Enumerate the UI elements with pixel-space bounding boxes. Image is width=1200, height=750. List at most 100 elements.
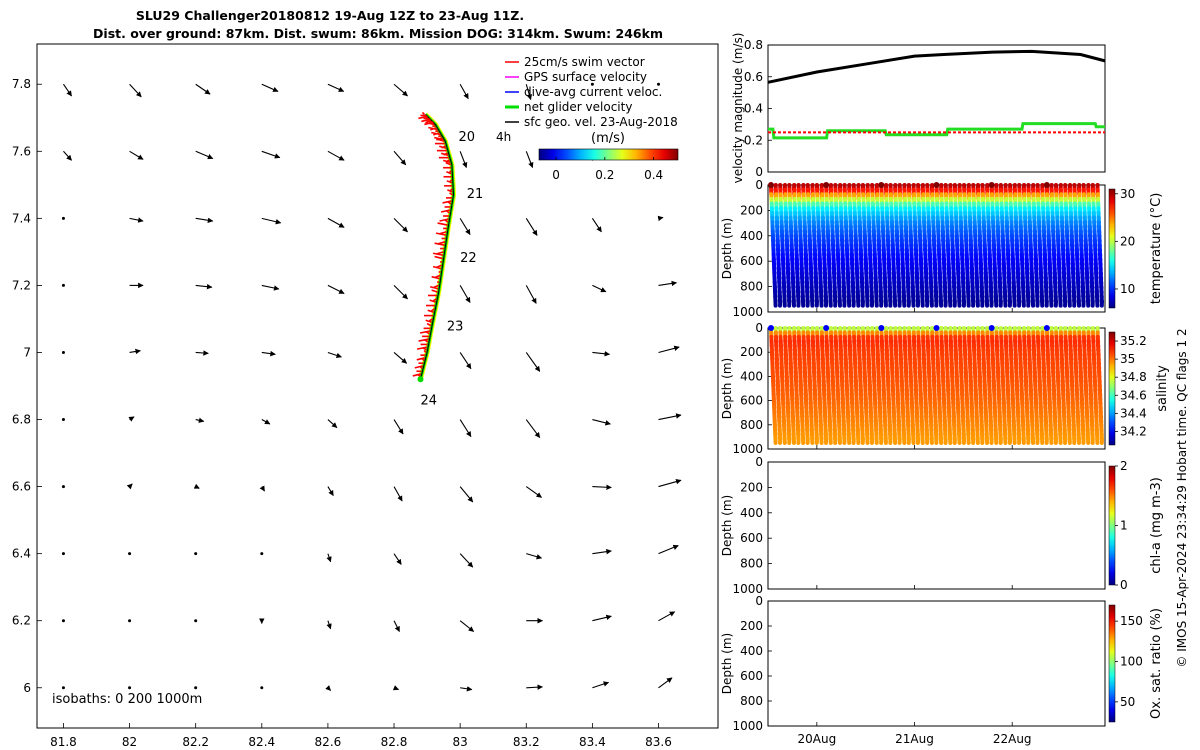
figure-title-line1: SLU29 Challenger20180812 19-Aug 12Z to 2…: [136, 8, 524, 23]
chla-y-tick-label: 0: [755, 455, 763, 469]
current-arrow: [658, 677, 673, 689]
swim-vector: [427, 309, 434, 313]
temperature-y-tick-label: 1000: [732, 305, 763, 319]
map-y-tick-label: 6: [23, 681, 31, 695]
current-arrow: [327, 351, 342, 359]
chla-panel: 0 200 400 600 800 1000 Depth (m) 0 1 2 chl-a (mg m…: [720, 455, 1164, 596]
map-x-tick-label: 82: [122, 735, 137, 749]
copyright-text: © IMOS 15-Apr-2024 23:34:29 Hobart time.…: [1175, 328, 1189, 667]
current-arrow: [327, 217, 345, 228]
current-arrow: [61, 418, 65, 422]
current-arrow: [590, 82, 594, 86]
salinity-y-tick-label: 800: [740, 418, 763, 432]
day-label: 23: [447, 320, 464, 335]
current-arrow: [525, 419, 541, 438]
velocity-series: [767, 49, 1106, 140]
velocity-y-label: velocity magnitude (m/s): [731, 33, 745, 184]
map-colorbar-tick-label: 0.4: [644, 168, 663, 182]
swim-vector: [421, 118, 430, 123]
oxygen-y-tick-label: 800: [740, 694, 763, 708]
temperature-surface-point: [933, 182, 940, 188]
temperature-y-label: Depth (m): [720, 218, 734, 279]
current-arrow: [525, 486, 543, 498]
current-arrow: [525, 352, 541, 372]
chla-colorbar-tick-label: 2: [1120, 459, 1128, 473]
current-arrow: [658, 280, 678, 287]
current-arrow: [261, 217, 282, 225]
current-arrow: [393, 83, 408, 97]
velocity-y-tick-label: 0.8: [744, 38, 763, 52]
chla-y-tick-label: 200: [740, 480, 763, 494]
swim-vector: [416, 357, 425, 361]
map-x-tick-label: 83.2: [513, 735, 540, 749]
swim-vector: [441, 152, 449, 157]
chla-colorbar: [1108, 465, 1116, 586]
map-axes-box: [36, 43, 719, 729]
temperature-y-tick-label: 600: [740, 254, 763, 268]
swim-vector: [424, 114, 428, 118]
salinity-surface-point: [933, 325, 940, 331]
velocity-series-line: [768, 122, 1105, 140]
oxygen-colorbar-tick-label: 50: [1120, 695, 1135, 709]
swim-vector: [435, 232, 447, 236]
swim-vector: [412, 373, 421, 377]
current-arrow: [61, 216, 65, 220]
velocity-panel: 0 0.2 0.4 0.6 0.8 velocity magnitude (m/s): [731, 33, 1106, 184]
map-x-tick-label: 82.6: [315, 735, 342, 749]
swim-vector: [423, 349, 427, 354]
current-arrow: [658, 611, 676, 622]
current-arrow: [126, 483, 133, 490]
current-arrow: [327, 150, 345, 161]
map-legend: 25cm/s swim vector GPS surface velocity …: [496, 55, 679, 182]
current-arrow: [128, 619, 132, 623]
current-arrow: [128, 416, 135, 422]
swim-vector: [447, 201, 452, 205]
current-arrow: [459, 553, 474, 568]
current-arrow: [260, 686, 264, 690]
track-line: [419, 114, 455, 380]
map-x-tick-label: 82.8: [381, 735, 408, 749]
day-label: 22: [460, 251, 477, 266]
map-panel: 81.8 82 82.2 82.4 82.6 82.8 83 83.2 83.4 83.6 6 6.…: [12, 43, 719, 749]
current-arrow: [393, 352, 408, 364]
current-arrow: [592, 418, 611, 426]
current-arrow: [592, 548, 612, 555]
chla-colorbar-label: chl-a (mg m-3): [1149, 477, 1164, 574]
temperature-surface-point: [988, 182, 995, 188]
map-y-tick-label: 6.4: [12, 547, 31, 561]
swim-vector: [434, 136, 444, 141]
current-arrow: [592, 351, 611, 357]
map-x-tick-label: 81.8: [50, 735, 77, 749]
map-y-tick-label: 7: [23, 345, 31, 359]
map-colorbar-tick-label: 0: [552, 168, 560, 182]
map-colorbar-tick-label: 0.2: [595, 168, 614, 182]
current-arrow: [195, 283, 213, 290]
swim-vector: [434, 242, 445, 246]
swim-vector: [429, 299, 436, 303]
swim-vector: [428, 318, 433, 322]
current-arrow: [195, 83, 211, 95]
current-arrow: [261, 150, 281, 159]
current-arrow: [657, 215, 664, 222]
swim-vector: [421, 111, 426, 115]
swim-vector: [416, 346, 428, 350]
current-arrow: [195, 350, 209, 356]
oxygen-y-tick-label: 1000: [732, 719, 763, 733]
current-arrow: [393, 150, 407, 166]
legend-swim-vector: 25cm/s swim vector: [524, 55, 645, 69]
swim-vector: [419, 365, 423, 370]
current-arrow: [591, 218, 602, 233]
oxygen-axes-box: [767, 600, 1106, 727]
swim-vector: [445, 161, 452, 166]
salinity-y-tick-label: 1000: [732, 442, 763, 456]
oxygen-y-tick-label: 400: [740, 644, 763, 658]
velocity-y-tick-label: 0: [755, 165, 763, 179]
current-arrow: [393, 553, 402, 565]
temperature-colorbar: [1108, 188, 1116, 309]
current-arrow: [392, 685, 400, 691]
swim-vector: [429, 285, 439, 290]
current-arrow: [656, 82, 660, 86]
oxygen-y-label: Depth (m): [720, 633, 734, 694]
current-arrow: [128, 686, 132, 690]
